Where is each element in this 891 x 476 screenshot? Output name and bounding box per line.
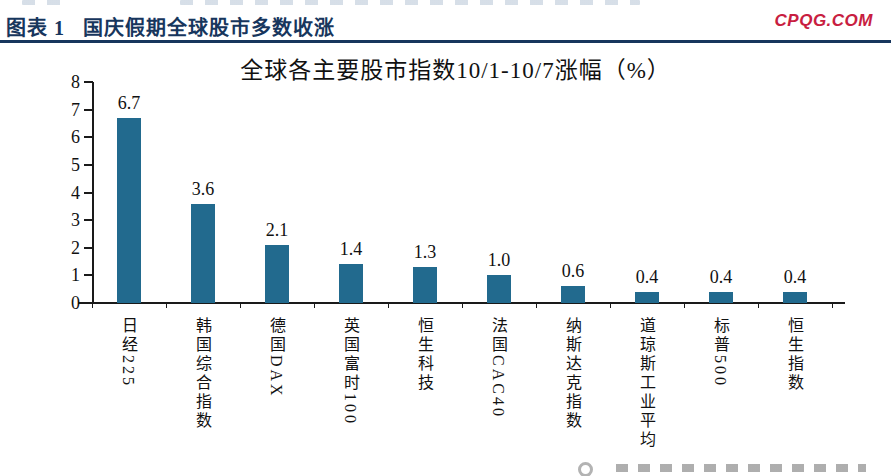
bar-value-label: 1.3: [395, 241, 455, 263]
x-axis-tick: [462, 304, 463, 308]
x-axis-tick: [832, 304, 833, 308]
bar: [339, 264, 363, 303]
bar-value-label: 0.4: [691, 266, 751, 288]
x-axis-tick: [536, 304, 537, 308]
x-axis-tick: [314, 304, 315, 308]
bar: [265, 245, 289, 303]
x-axis-tick: [758, 304, 759, 308]
bar-value-label: 0.6: [543, 260, 603, 282]
x-axis-tick: [92, 304, 93, 308]
figure-header: 图表 1 国庆假期全球股市多数收涨 CPQG.COM: [0, 10, 891, 40]
figure-title-text: 国庆假期全球股市多数收涨: [83, 17, 335, 39]
y-axis-tick-label: 3: [40, 211, 80, 229]
figure-caption: 图表 1 国庆假期全球股市多数收涨: [6, 12, 335, 41]
x-axis-category-label: 德国DAX: [266, 317, 288, 475]
bar-chart: 全球各主要股市指数10/1-10/7涨幅（%） 0 1 2 3 4 5 6 7 8 6.7 日经22…: [0, 45, 891, 476]
header-divider-line: [0, 40, 891, 43]
chart-title: 全球各主要股市指数10/1-10/7涨幅（%）: [60, 51, 851, 85]
x-axis-tick: [166, 304, 167, 308]
bar: [191, 204, 215, 303]
y-axis-tick: [84, 136, 93, 138]
x-axis-category-label: 纳斯达克指数: [562, 317, 584, 475]
x-axis-category-label: 恒生指数: [784, 317, 806, 475]
x-axis-tick: [684, 304, 685, 308]
y-axis-tick: [84, 274, 93, 276]
y-axis-tick: [84, 164, 93, 166]
bar: [635, 292, 659, 303]
x-axis-tick: [240, 304, 241, 308]
bar: [561, 286, 585, 303]
x-axis-category-label: 英国富时100: [340, 317, 362, 475]
bar: [487, 275, 511, 303]
y-axis-tick-label: 0: [40, 294, 80, 312]
figure-number: 图表 1: [6, 17, 65, 39]
y-axis-tick-label: 2: [40, 239, 80, 257]
bar-value-label: 0.4: [617, 266, 677, 288]
bar-value-label: 1.0: [469, 249, 529, 271]
x-axis-category-label: 标普500: [710, 317, 732, 475]
report-page: { "header": { "figure_label": "图表 1", "f…: [0, 0, 891, 476]
cropped-bottom-watermark: [560, 458, 880, 476]
x-axis-category-label: 恒生科技: [414, 317, 436, 475]
y-axis-tick: [84, 247, 93, 249]
y-axis-tick-label: 7: [40, 101, 80, 119]
bar: [413, 267, 437, 303]
bar: [783, 292, 807, 303]
watermark-text-remnant: [616, 464, 866, 472]
y-axis-tick: [84, 109, 93, 111]
y-axis-tick: [84, 81, 93, 83]
x-axis-category-label: 法国CAC40: [488, 317, 510, 475]
bar-value-label: 6.7: [99, 92, 159, 114]
y-axis-tick: [84, 219, 93, 221]
x-axis-tick: [388, 304, 389, 308]
y-axis-tick: [84, 192, 93, 194]
y-axis-tick-label: 6: [40, 128, 80, 146]
bar-value-label: 0.4: [765, 266, 825, 288]
watermark-circle-logo-icon: [578, 462, 593, 476]
bar-value-label: 3.6: [173, 178, 233, 200]
x-axis-category-label: 道琼斯工业平均: [636, 317, 658, 475]
cropped-top-text-remnant: [22, 0, 67, 5]
x-axis-tick: [610, 304, 611, 308]
bar: [709, 292, 733, 303]
y-axis-tick-label: 5: [40, 156, 80, 174]
bar-value-label: 1.4: [321, 238, 381, 260]
bar-value-label: 2.1: [247, 219, 307, 241]
y-axis-tick-label: 8: [40, 73, 80, 91]
x-axis-category-label: 日经225: [118, 317, 140, 475]
site-logo-text: CPQG.COM: [775, 11, 873, 31]
y-axis-tick-label: 4: [40, 184, 80, 202]
y-axis-tick-label: 1: [40, 266, 80, 284]
cropped-top-text-remnant: [180, 0, 640, 5]
bar: [117, 118, 141, 303]
x-axis-category-label: 韩国综合指数: [192, 317, 214, 475]
